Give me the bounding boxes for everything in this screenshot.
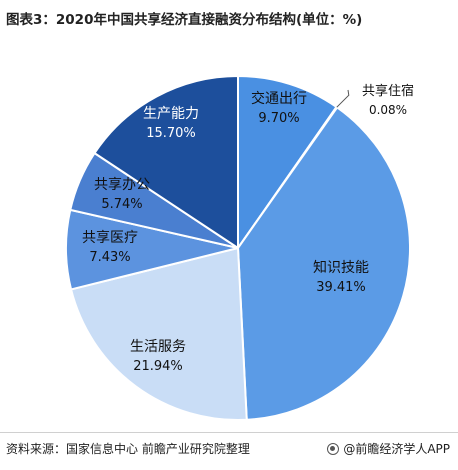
pie-slice-1 — [237, 74, 338, 252]
slice-label-1: 交通出行 — [251, 90, 307, 107]
slice-value-7: 15.70% — [146, 126, 196, 141]
slice-label-7: 生产能力 — [143, 106, 199, 122]
brand-credit: @前瞻经济学人APP — [327, 440, 450, 457]
pie-slice-4 — [69, 246, 248, 421]
slice-label-6: 共享办公 — [94, 176, 150, 193]
slice-label-5: 共享医疗 — [82, 229, 138, 246]
slice-label-4: 生活服务 — [130, 339, 186, 355]
pie-slice-7 — [93, 74, 239, 250]
slice-value-4: 21.94% — [133, 359, 183, 374]
chart-title: 图表3：2020年中国共享经济直接融资分布结构(单位：%) — [6, 12, 363, 28]
slice-value-5: 7.43% — [89, 250, 130, 265]
slice-label-3: 知识技能 — [313, 259, 369, 276]
source-note: 资料来源：国家信息中心 前瞻产业研究院整理 — [6, 442, 250, 456]
brand-logo-icon — [327, 442, 340, 455]
slice-label-2: 共享住宿 — [362, 83, 414, 99]
leader-line — [336, 89, 350, 108]
slice-value-6: 5.74% — [101, 197, 142, 212]
slice-value-2: 0.08% — [369, 103, 407, 117]
brand-text: @前瞻经济学人APP — [343, 442, 450, 456]
pie-slice-3 — [236, 106, 412, 421]
slice-value-1: 9.70% — [258, 111, 299, 126]
footer-divider — [0, 432, 458, 433]
pie-chart: 交通出行 9.70% 共享住宿 0.08% 知识技能 39.41% 生活服务 21.94% 共享… — [65, 74, 414, 421]
slice-value-3: 39.41% — [316, 280, 366, 295]
